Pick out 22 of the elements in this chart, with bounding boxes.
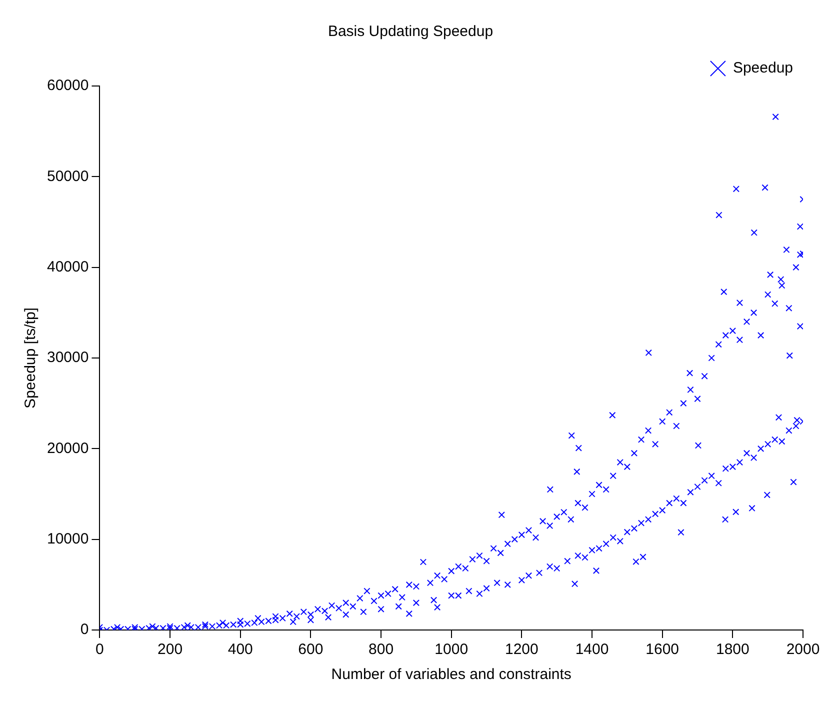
x-tick-label: 1400 bbox=[575, 641, 609, 658]
x-axis-title: Number of variables and constraints bbox=[331, 666, 572, 684]
chart-title: Basis Updating Speedup bbox=[328, 23, 494, 40]
x-tick-label: 0 bbox=[96, 641, 104, 658]
y-tick-label: 20000 bbox=[46, 440, 89, 457]
x-tick-label: 1200 bbox=[504, 641, 538, 658]
x-tick-label: 200 bbox=[158, 641, 183, 658]
y-tick-label: 30000 bbox=[46, 349, 89, 366]
x-tick-label: 600 bbox=[298, 641, 324, 658]
x-tick-label: 1800 bbox=[716, 641, 750, 658]
legend-label: Speedup bbox=[732, 60, 794, 77]
x-tick-label: 2000 bbox=[786, 641, 820, 658]
y-axis-title: Speedup [ts/tp] bbox=[22, 308, 40, 408]
x-tick-label: 1000 bbox=[434, 641, 468, 658]
x-tick-label: 1600 bbox=[646, 641, 680, 658]
x-tick-label: 400 bbox=[228, 641, 253, 658]
y-tick-label: 40000 bbox=[46, 258, 89, 276]
y-tick-label: 50000 bbox=[46, 168, 89, 185]
y-tick-label: 60000 bbox=[46, 77, 89, 94]
y-tick-label: 0 bbox=[80, 621, 89, 638]
x-tick-label: 800 bbox=[368, 641, 394, 658]
y-tick-label: 10000 bbox=[46, 530, 89, 548]
